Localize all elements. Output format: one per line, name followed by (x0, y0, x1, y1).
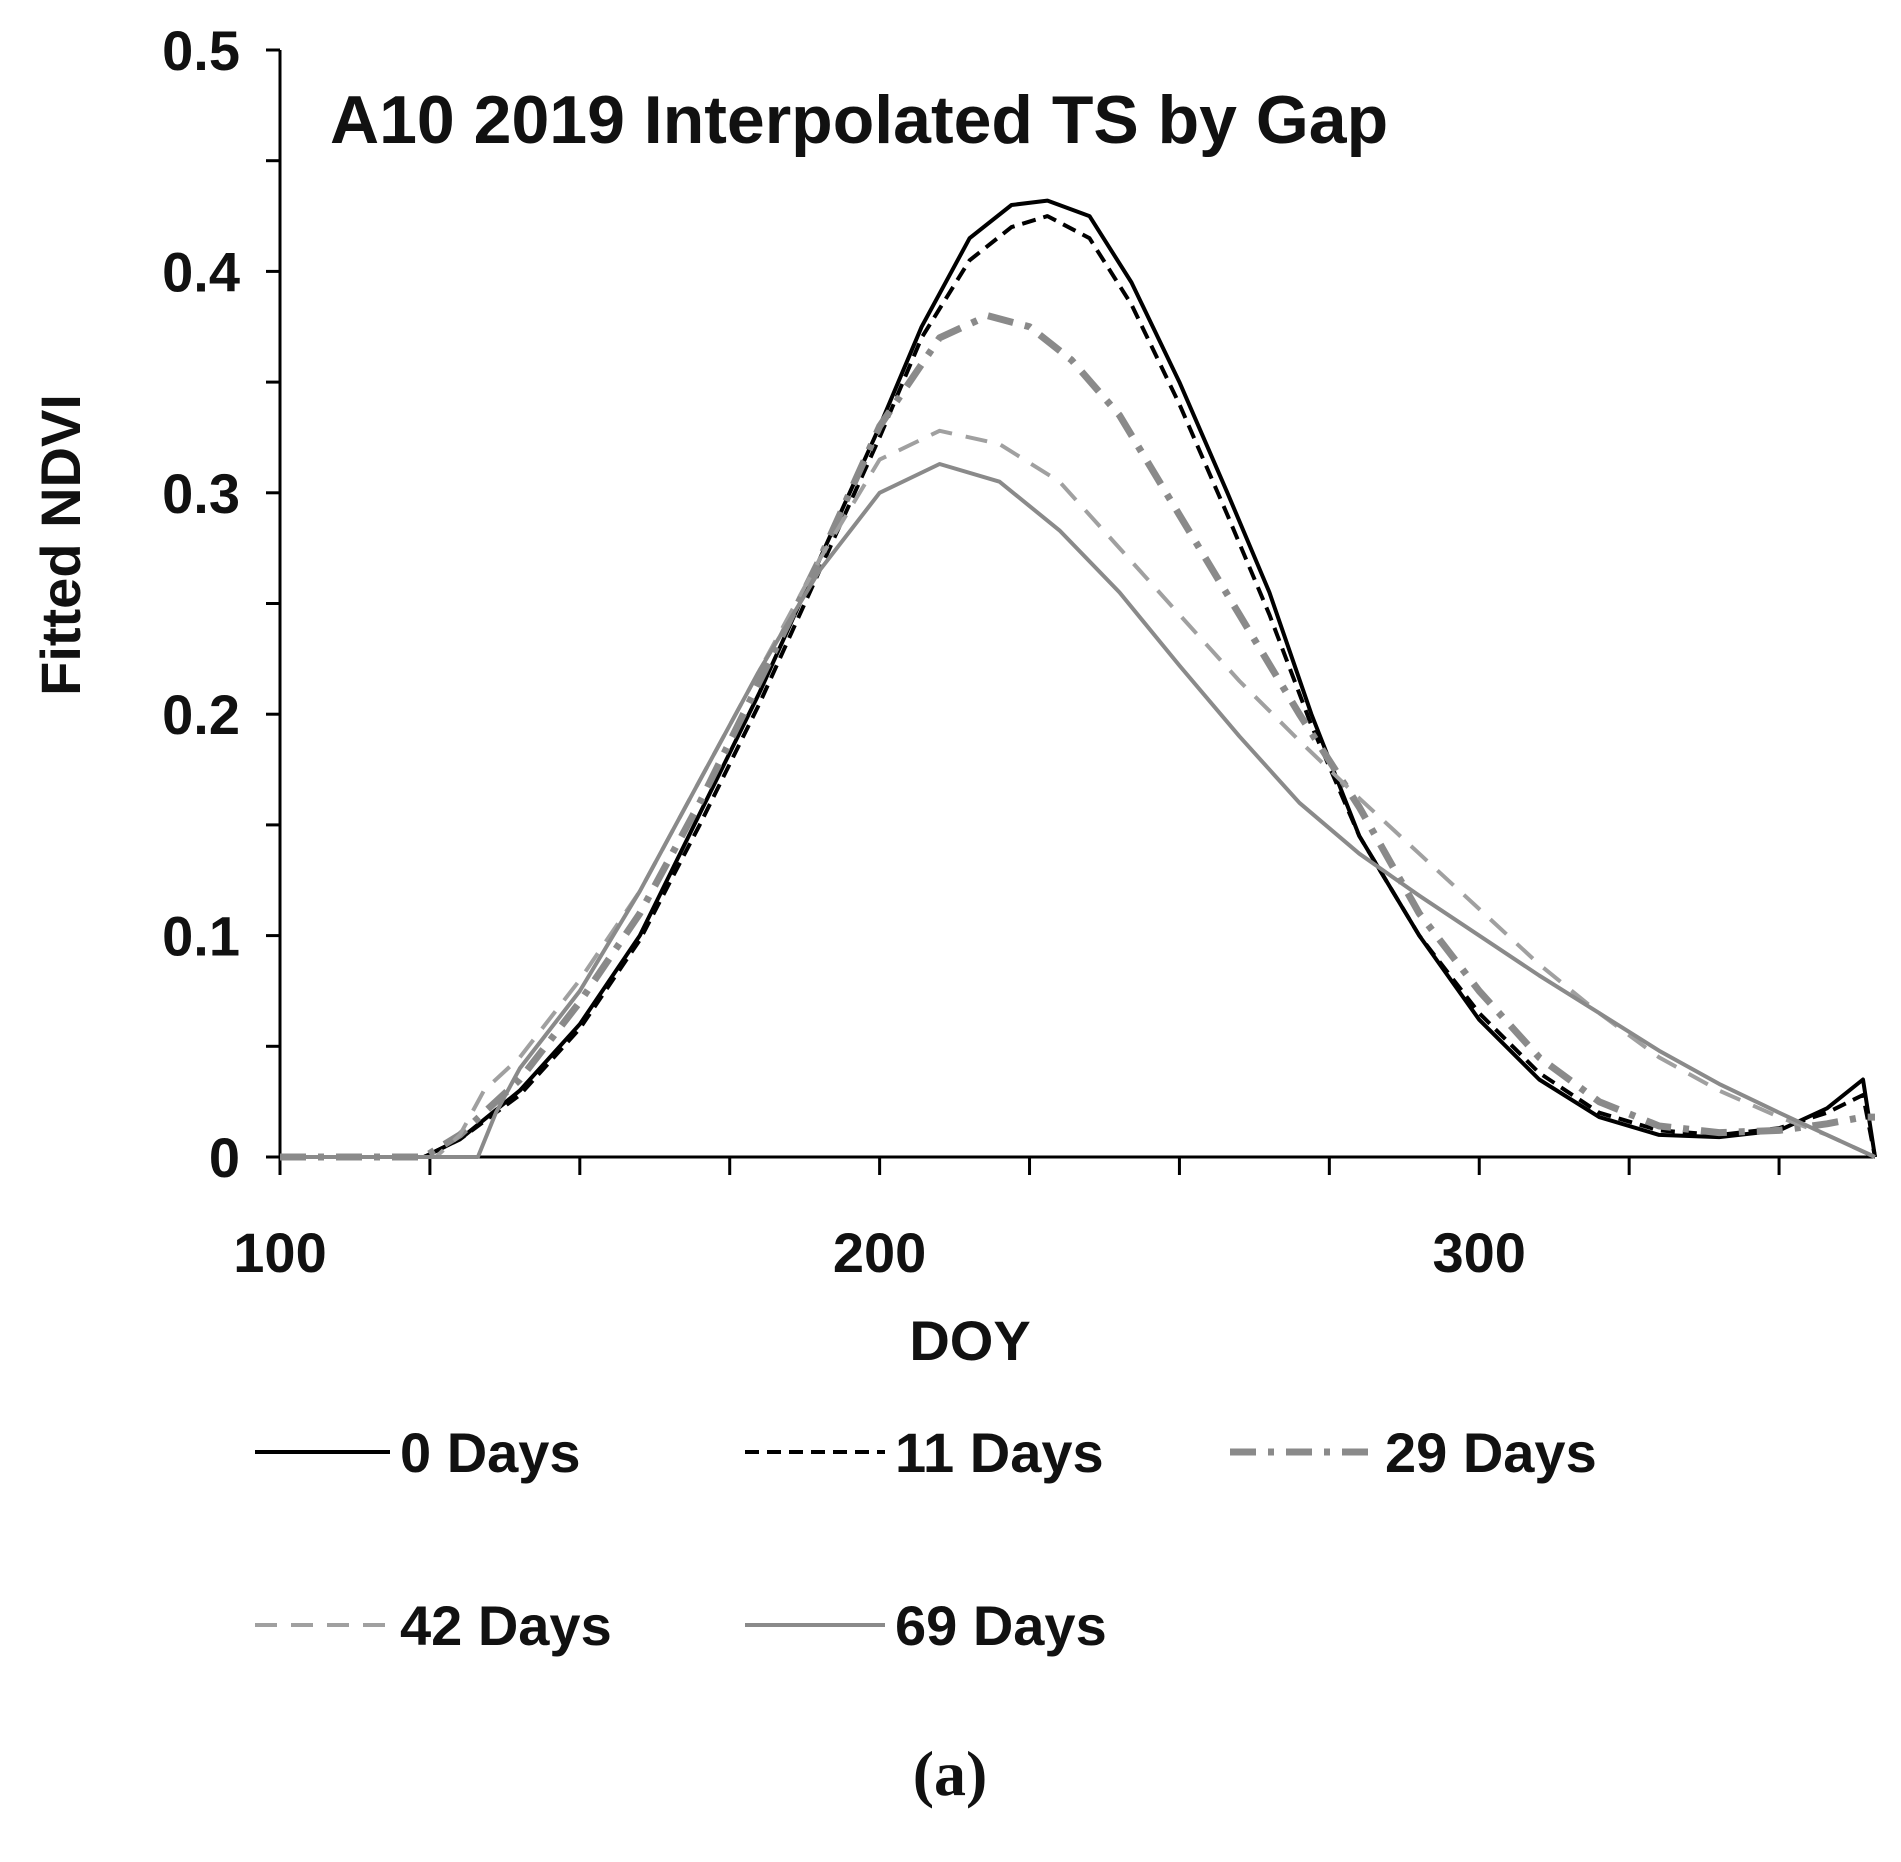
x-tick-label: 300 (1433, 1221, 1526, 1284)
legend-label: 42 Days (400, 1594, 612, 1657)
y-tick-labels: 0 0.1 0.2 0.3 0.4 0.5 (162, 19, 240, 1189)
legend-label: 29 Days (1385, 1421, 1597, 1484)
series-line-11-days (280, 214, 1877, 1159)
y-tick-label: 0.5 (162, 19, 240, 82)
panel-label: (a) (913, 1738, 988, 1809)
y-tick-label: 0.2 (162, 683, 240, 746)
x-tick-label: 200 (833, 1221, 926, 1284)
legend-label: 69 Days (895, 1594, 1107, 1657)
series-line-29-days (280, 312, 1875, 1161)
legend: 0 Days 11 Days 29 Days 42 Days 69 Days (255, 1421, 1597, 1657)
legend-label: 11 Days (895, 1421, 1104, 1484)
series-line-0-days (280, 198, 1877, 1159)
y-tick-label: 0.4 (162, 240, 240, 303)
y-tick-label: 0.1 (162, 905, 240, 968)
chart-title: A10 2019 Interpolated TS by Gap (330, 82, 1388, 158)
y-tick-label: 0 (209, 1126, 240, 1189)
x-tick-labels: 100 200 300 (233, 1221, 1526, 1284)
legend-label: 0 Days (400, 1421, 581, 1484)
axes (266, 48, 1875, 1175)
y-tick-label: 0.3 (162, 462, 240, 525)
x-tick-label: 100 (233, 1221, 326, 1284)
y-axis-label: Fitted NDVI (29, 394, 92, 696)
series-layer (280, 198, 1877, 1161)
x-axis-label: DOY (909, 1309, 1030, 1372)
series-line-42-days (280, 428, 1876, 1159)
series-line-69-days (280, 462, 1876, 1159)
